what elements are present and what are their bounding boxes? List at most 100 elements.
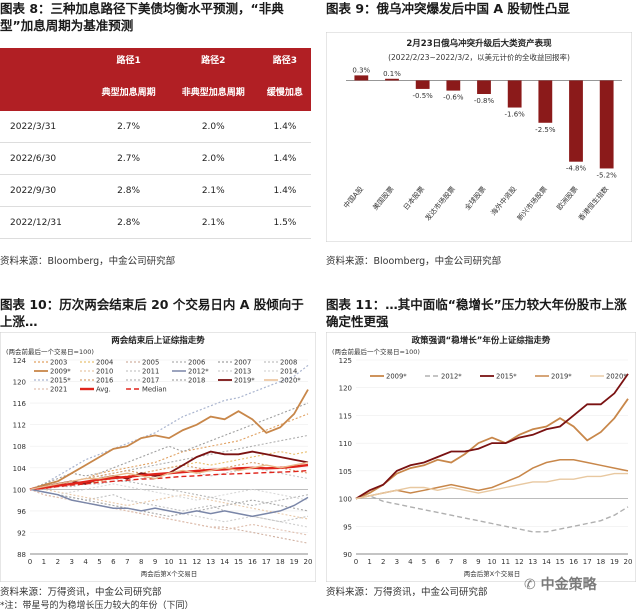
y-tick-label: 90 [343, 551, 352, 559]
x-tick-label: 11 [178, 558, 187, 566]
series-line [30, 488, 309, 520]
table-cell: 2.0% [167, 142, 259, 175]
bar-value-label: -5.2% [597, 171, 618, 179]
legend-label: 2015* [496, 373, 517, 381]
logo-text: 中金策略 [540, 577, 597, 593]
x-axis-label: 两会后第X个交易日 [464, 569, 520, 578]
x-tick-label: 1 [367, 558, 371, 566]
legend-label: 2012* [188, 368, 209, 376]
x-tick-label: 7 [125, 558, 129, 566]
x-tick-label: 4 [408, 558, 413, 566]
x-tick-label: 10 [165, 558, 174, 566]
table-cell: 2.0% [167, 111, 259, 143]
x-tick-label: 17 [583, 558, 592, 566]
series-line [29, 434, 309, 490]
series-line [29, 402, 309, 490]
chart-frame [0, 332, 316, 582]
x-tick-label: 6 [435, 558, 440, 566]
series-line [30, 480, 309, 507]
x-tick-label: 5 [422, 558, 426, 566]
table-cell: 1.4% [258, 174, 311, 207]
header-cell: 缓慢加息 [258, 71, 311, 111]
chart-title: 两会结束后上证综指走势 [111, 335, 205, 346]
y-tick-label: 100 [339, 496, 352, 504]
fig10-title: 图表 10：历次两会结束后 20 个交易日内 A 股倾向于上涨… [0, 297, 304, 329]
legend-label: 2009* [386, 373, 407, 381]
legend-label: 2018 [188, 377, 205, 385]
table-cell: 2022/9/30 [0, 174, 90, 207]
bar-value-label: -0.8% [474, 97, 495, 105]
y-tick-label: 104 [13, 465, 27, 473]
table-cell: 2.7% [89, 111, 168, 143]
legend-label: 2021 [50, 386, 67, 394]
x-tick-label: 8 [463, 558, 467, 566]
bar-value-label: -4.8% [566, 165, 587, 173]
legend-label: 2004 [96, 359, 113, 367]
x-tick-label: 17 [262, 558, 271, 566]
y-axis-label: (两会前最后一个交易日=100) [332, 347, 420, 356]
chart-subtitle: (2022/2/23~2022/3/2，以美元计价的全收益回报率) [388, 52, 570, 62]
x-tick-label: 4 [83, 558, 88, 566]
bar [446, 80, 461, 91]
table-cell: 2022/3/31 [0, 111, 90, 143]
fig10-note: *注：带星号的为稳增长压力较大的年份（下同） [0, 601, 194, 611]
fig9-chart: 2月23日俄乌冲突升级后大类资产表现 (2022/2/23~2022/3/2，以美… [326, 32, 632, 242]
x-tick-label: 9 [153, 558, 157, 566]
x-tick-label: 14 [542, 558, 551, 566]
bar [569, 80, 583, 162]
series-line [355, 398, 629, 500]
legend-label: 2012* [441, 373, 462, 381]
fig8-table-wrap: 路径1 路径2 路径3 典型加息周期 非典型加息周期 缓慢加息 2022/3/3… [0, 48, 311, 239]
legend-label: 2016 [96, 377, 113, 385]
series-line [29, 364, 309, 490]
table-header-row: 路径1 路径2 路径3 [0, 48, 311, 71]
table-cell: 2022/6/30 [0, 142, 90, 175]
y-tick-label: 100 [13, 486, 26, 494]
legend-label: 2017 [142, 377, 159, 385]
series-line [29, 389, 309, 491]
bar-value-label: 0.1% [383, 70, 401, 78]
series-line [29, 488, 309, 536]
fig8-source: 资料来源：Bloomberg，中金公司研究部 [0, 256, 176, 267]
series-line [29, 488, 309, 544]
legend-label: 2008 [280, 359, 297, 367]
fig8-table: 路径1 路径2 路径3 典型加息周期 非典型加息周期 缓慢加息 2022/3/3… [0, 48, 311, 239]
x-tick-label: 6 [111, 558, 116, 566]
table-subheader-row: 典型加息周期 非典型加息周期 缓慢加息 [0, 71, 311, 111]
table-cell: 2.8% [89, 174, 168, 207]
table-row: 2022/12/31 2.8% 2.1% 1.5% [0, 206, 311, 239]
chart-frame [326, 332, 636, 582]
legend-label: 2015* [50, 377, 71, 385]
fig11-source: 资料来源：万得资讯，中金公司研究部 [326, 587, 488, 598]
y-tick-label: 110 [339, 440, 352, 448]
header-cell: 非典型加息周期 [167, 71, 259, 111]
series-line [29, 488, 309, 518]
series-line [355, 472, 628, 500]
legend-label: 2014 [280, 368, 297, 376]
fig9-source: 资料来源：Bloomberg，中金公司研究部 [326, 256, 502, 267]
bar [354, 75, 369, 81]
x-tick-label: 16 [248, 558, 257, 566]
fig11-chart: 政策强调“稳增长”年份上证综指走势(两会前最后一个交易日=100)9095100… [326, 332, 636, 582]
series-line [355, 495, 629, 533]
bar-value-label: -0.6% [443, 94, 464, 102]
fig9-panel: 图表 9：俄乌冲突爆发后中国 A 股韧性凸显 2月23日俄乌冲突升级后大类资产表… [326, 0, 640, 267]
wechat-logo: ✆ 中金策略 [524, 574, 597, 594]
x-tick-label: 14 [220, 558, 229, 566]
x-tick-label: 1 [42, 558, 46, 566]
fig11-title: 图表 11：…其中面临“稳增长”压力较大年份股市上涨确定性更强 [326, 297, 627, 329]
header-cell: 路径1 [89, 48, 168, 71]
bar-value-label: 0.3% [352, 66, 370, 74]
x-tick-label: 3 [395, 558, 399, 566]
x-tick-label: 11 [501, 558, 510, 566]
header-cell: 典型加息周期 [89, 71, 168, 111]
legend-label: 2020* [606, 373, 627, 381]
series-line [355, 373, 629, 500]
x-tick-label: 13 [206, 558, 215, 566]
y-tick-label: 115 [339, 412, 352, 420]
header-cell: 路径2 [167, 48, 259, 71]
bar [385, 78, 399, 81]
fig10-source: 资料来源：万得资讯，中金公司研究部 [0, 587, 162, 598]
bar [477, 80, 491, 94]
x-tick-label: 3 [69, 558, 73, 566]
